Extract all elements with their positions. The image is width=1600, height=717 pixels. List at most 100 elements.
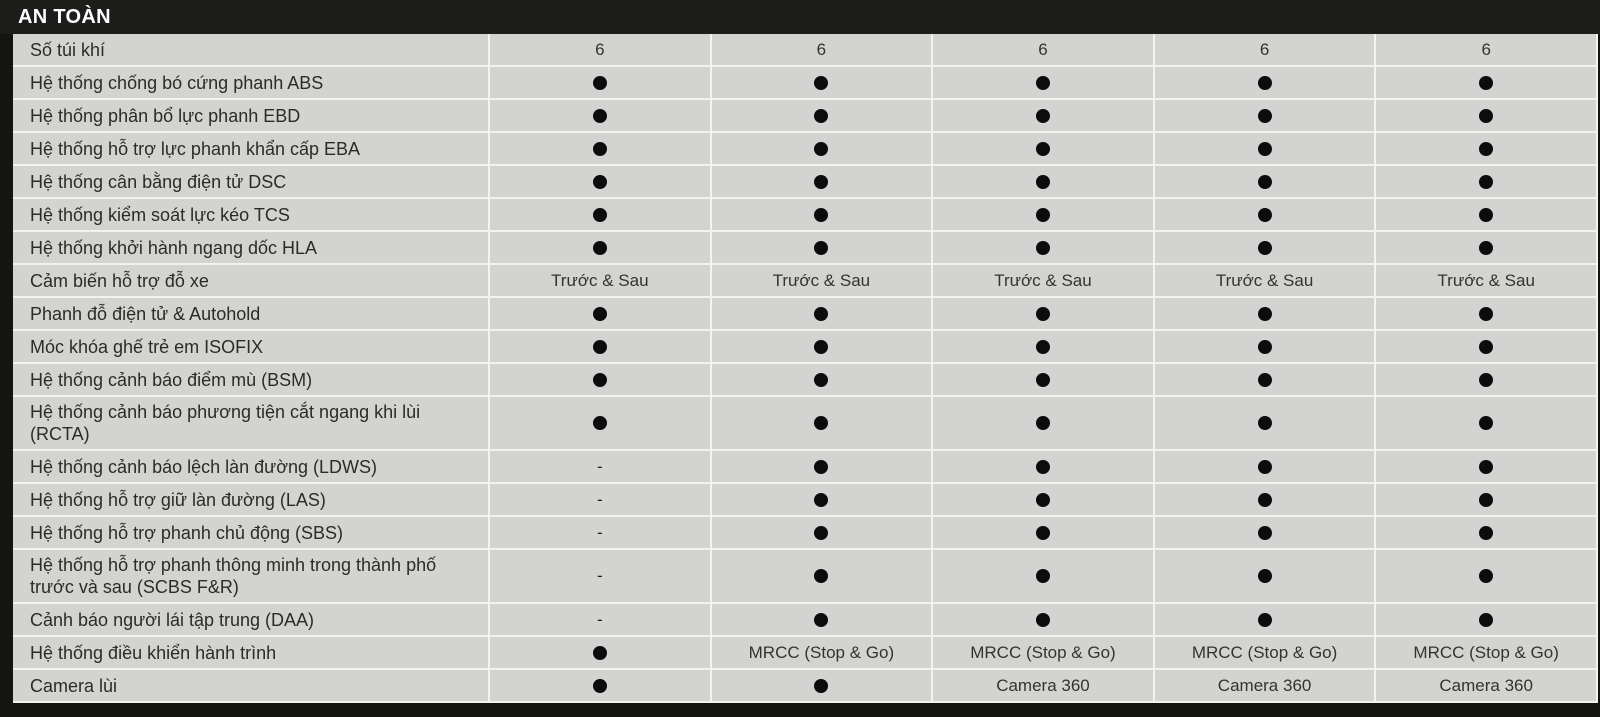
feature-label: Camera lùi <box>30 675 118 696</box>
value-cell <box>709 517 932 548</box>
value-cell: 6 <box>931 34 1153 65</box>
value-cell <box>1152 451 1375 482</box>
feature-included-dot-icon <box>814 612 829 627</box>
feature-value: 6 <box>816 39 827 59</box>
table-row: Hệ thống hỗ trợ lực phanh khẩn cấp EBA <box>13 133 1598 166</box>
feature-included-dot-icon <box>814 678 829 693</box>
value-cell <box>1374 397 1598 449</box>
feature-included-dot-icon <box>592 339 607 354</box>
table-row: Hệ thống cảnh báo phương tiện cắt ngang … <box>13 397 1598 451</box>
feature-label-cell: Phanh đỗ điện tử & Autohold <box>13 298 488 329</box>
feature-label-cell: Hệ thống khởi hành ngang dốc HLA <box>13 232 488 263</box>
value-cell <box>931 451 1153 482</box>
value-cell: MRCC (Stop & Go) <box>1152 637 1375 668</box>
feature-value: 6 <box>1038 39 1048 59</box>
feature-label: Hệ thống chống bó cứng phanh ABS <box>30 72 324 93</box>
value-cell <box>931 298 1153 329</box>
value-cell: Trước & Sau <box>709 265 932 296</box>
feature-included-dot-icon <box>814 339 829 354</box>
value-cell <box>1152 550 1375 602</box>
value-cell <box>931 133 1153 164</box>
feature-value: MRCC (Stop & Go) <box>1413 642 1559 662</box>
feature-label: Hệ thống điều khiển hành trình <box>30 642 277 663</box>
value-cell: - <box>488 550 710 602</box>
table-row: Hệ thống cảnh báo điểm mù (BSM) <box>13 364 1598 397</box>
feature-included-dot-icon <box>1479 108 1494 123</box>
table-row: Camera lùi Camera 360 Camera 360 Camera 360 <box>13 670 1598 703</box>
value-cell <box>1152 484 1375 515</box>
feature-included-dot-icon <box>814 372 829 387</box>
feature-included-dot-icon <box>1257 492 1272 507</box>
value-cell <box>931 100 1153 131</box>
feature-absent-dash: - <box>596 566 603 585</box>
feature-included-dot-icon <box>592 207 607 222</box>
feature-included-dot-icon <box>814 75 829 90</box>
value-cell <box>1374 166 1598 197</box>
feature-label: Hệ thống hỗ trợ giữ làn đường (LAS) <box>30 489 326 510</box>
feature-included-dot-icon <box>1035 240 1050 255</box>
table-row: Hệ thống hỗ trợ phanh chủ động (SBS) - <box>13 517 1598 550</box>
feature-label: Hệ thống cảnh báo điểm mù (BSM) <box>30 369 313 390</box>
feature-included-dot-icon <box>1479 339 1494 354</box>
feature-included-dot-icon <box>814 108 829 123</box>
feature-included-dot-icon <box>814 240 829 255</box>
value-cell <box>709 232 932 263</box>
feature-included-dot-icon <box>1035 141 1050 156</box>
feature-value: Camera 360 <box>1217 675 1312 695</box>
feature-label-cell: Hệ thống hỗ trợ lực phanh khẩn cấp EBA <box>13 133 488 164</box>
feature-included-dot-icon <box>592 306 607 321</box>
value-cell <box>1152 397 1375 449</box>
value-cell <box>709 397 932 449</box>
feature-included-dot-icon <box>1035 75 1050 90</box>
feature-label-cell: Hệ thống cân bằng điện tử DSC <box>13 166 488 197</box>
value-cell <box>931 331 1153 362</box>
feature-included-dot-icon <box>1479 306 1494 321</box>
feature-included-dot-icon <box>1257 108 1272 123</box>
value-cell <box>1152 364 1375 395</box>
value-cell <box>931 550 1153 602</box>
feature-label: Hệ thống kiểm soát lực kéo TCS <box>30 204 290 225</box>
feature-included-dot-icon <box>1035 339 1050 354</box>
section-title: AN TOÀN <box>18 5 111 28</box>
feature-included-dot-icon <box>1479 141 1494 156</box>
value-cell <box>488 199 710 230</box>
feature-included-dot-icon <box>814 174 829 189</box>
feature-included-dot-icon <box>1035 525 1050 540</box>
feature-included-dot-icon <box>1257 459 1272 474</box>
value-cell <box>1152 166 1375 197</box>
feature-included-dot-icon <box>1035 174 1050 189</box>
feature-label-cell: Số túi khí <box>13 34 488 65</box>
feature-absent-dash: - <box>596 489 603 509</box>
feature-included-dot-icon <box>814 459 829 474</box>
value-cell <box>931 484 1153 515</box>
feature-label: Móc khóa ghế trẻ em ISOFIX <box>30 336 264 357</box>
feature-included-dot-icon <box>1035 372 1050 387</box>
feature-label: Số túi khí <box>30 39 106 60</box>
feature-label-cell: Hệ thống hỗ trợ giữ làn đường (LAS) <box>13 484 488 515</box>
feature-label: Hệ thống cảnh báo phương tiện cắt ngang … <box>30 402 421 444</box>
value-cell <box>1374 133 1598 164</box>
feature-included-dot-icon <box>1257 207 1272 222</box>
value-cell <box>709 364 932 395</box>
table-row: Hệ thống điều khiển hành trình MRCC (Stop… <box>13 637 1598 670</box>
feature-label-cell: Hệ thống phân bổ lực phanh EBD <box>13 100 488 131</box>
feature-included-dot-icon <box>1035 569 1050 583</box>
value-cell <box>1374 604 1598 635</box>
feature-included-dot-icon <box>1479 492 1494 507</box>
table-row: Hệ thống hỗ trợ phanh thông minh trong t… <box>13 550 1598 604</box>
feature-included-dot-icon <box>1257 174 1272 189</box>
feature-label-cell: Camera lùi <box>13 670 488 701</box>
table-row: Cảm biến hỗ trợ đỗ xe Trước & Sau Trước & … <box>13 265 1598 298</box>
feature-label-cell: Hệ thống kiểm soát lực kéo TCS <box>13 199 488 230</box>
feature-label: Hệ thống hỗ trợ phanh chủ động (SBS) <box>30 522 344 543</box>
value-cell <box>931 166 1153 197</box>
value-cell <box>1152 517 1375 548</box>
feature-value: Trước & Sau <box>551 270 649 290</box>
feature-absent-dash: - <box>596 609 603 629</box>
value-cell: - <box>488 604 710 635</box>
feature-included-dot-icon <box>1257 372 1272 387</box>
feature-included-dot-icon <box>1479 569 1494 583</box>
feature-label: Hệ thống hỗ trợ lực phanh khẩn cấp EBA <box>30 138 361 159</box>
value-cell <box>1152 604 1375 635</box>
